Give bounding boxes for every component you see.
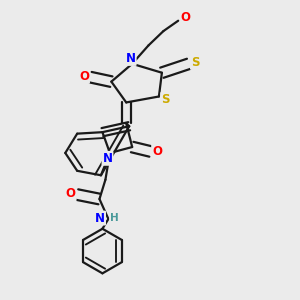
- Text: N: N: [103, 152, 112, 165]
- Text: S: S: [191, 56, 200, 69]
- Text: O: O: [66, 187, 76, 200]
- Text: S: S: [161, 93, 170, 106]
- Text: N: N: [126, 52, 136, 65]
- Text: N: N: [95, 212, 105, 225]
- Text: O: O: [152, 145, 162, 158]
- Text: O: O: [181, 11, 191, 24]
- Text: H: H: [110, 213, 119, 223]
- Text: O: O: [79, 70, 89, 83]
